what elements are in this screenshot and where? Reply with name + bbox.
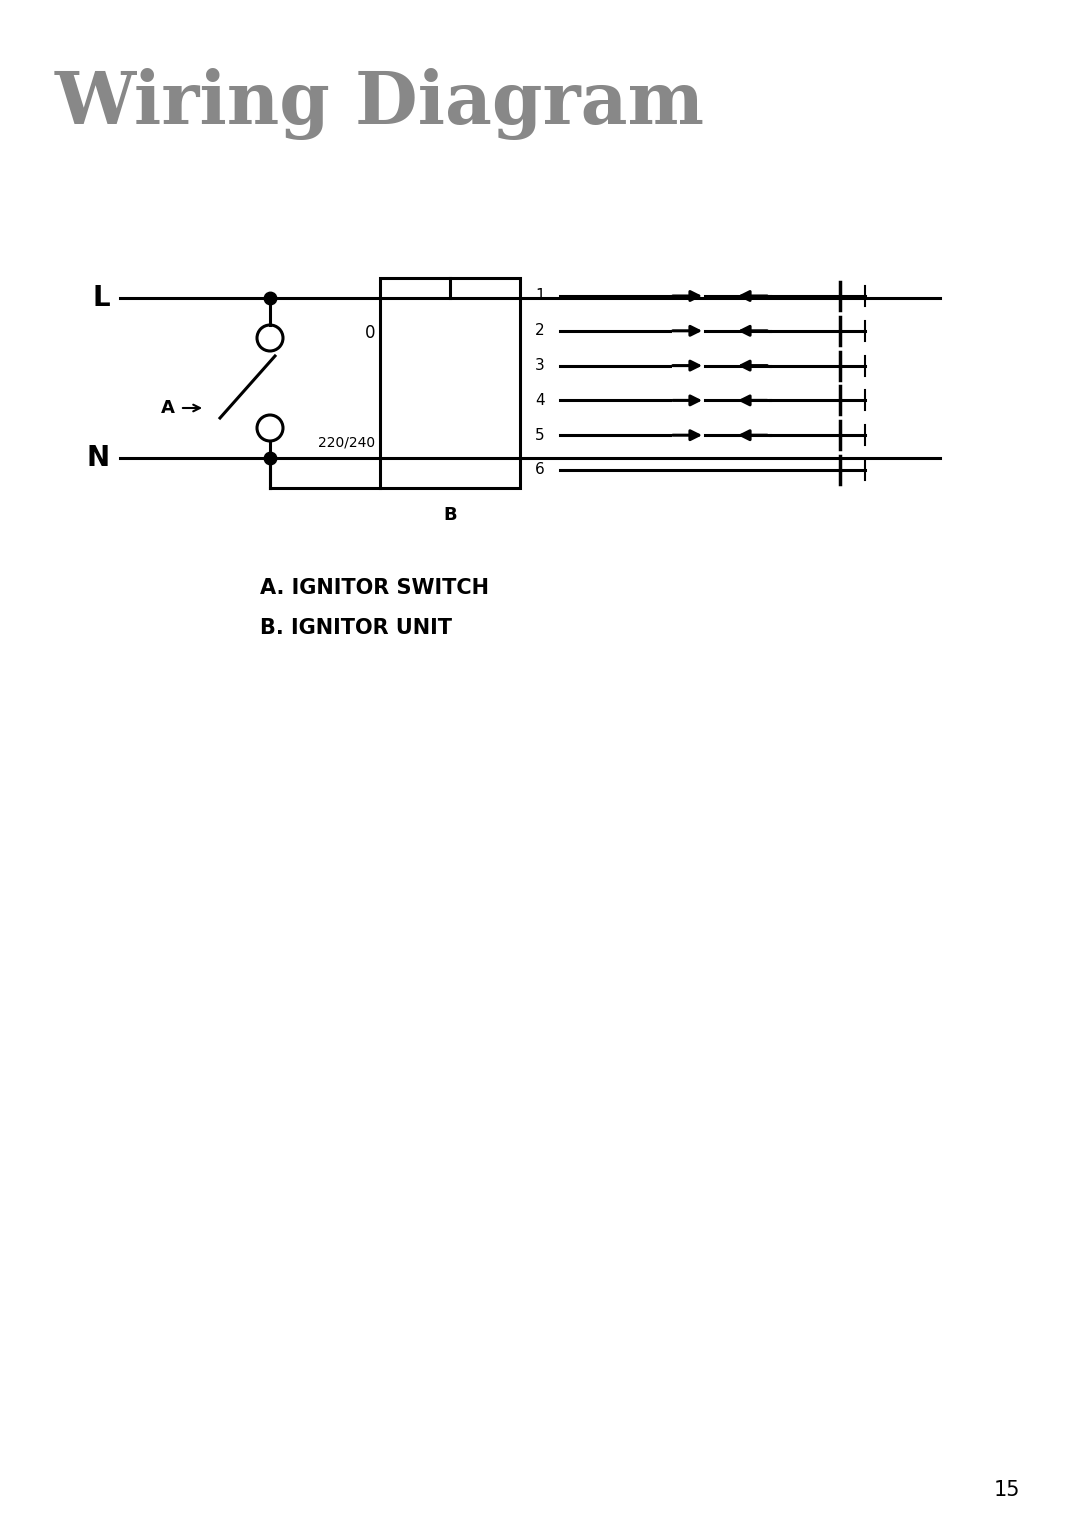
Text: 6: 6	[535, 463, 544, 477]
Text: A: A	[161, 399, 175, 417]
Text: 15: 15	[994, 1481, 1020, 1500]
Text: Wiring Diagram: Wiring Diagram	[55, 69, 705, 141]
Text: 2: 2	[535, 324, 544, 338]
Text: B. IGNITOR UNIT: B. IGNITOR UNIT	[260, 617, 453, 639]
Bar	[380, 278, 519, 487]
Text: 4: 4	[535, 393, 544, 408]
Text: N: N	[86, 445, 110, 472]
Text: B: B	[443, 506, 457, 524]
Text: A. IGNITOR SWITCH: A. IGNITOR SWITCH	[260, 578, 489, 597]
Text: 0: 0	[365, 324, 375, 342]
Text: 3: 3	[535, 358, 544, 373]
Text: 220/240: 220/240	[318, 435, 375, 451]
Text: L: L	[93, 284, 110, 312]
Text: 5: 5	[535, 428, 544, 443]
Text: 1: 1	[535, 289, 544, 304]
